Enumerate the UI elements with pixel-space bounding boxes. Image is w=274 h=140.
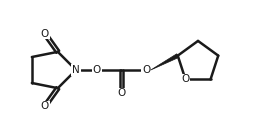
Text: O: O (142, 65, 150, 75)
Text: O: O (117, 88, 125, 98)
Text: N: N (72, 65, 80, 75)
Polygon shape (151, 54, 179, 70)
Text: O: O (41, 101, 49, 111)
Text: O: O (181, 74, 190, 84)
Text: O: O (93, 65, 101, 75)
Text: O: O (41, 29, 49, 39)
